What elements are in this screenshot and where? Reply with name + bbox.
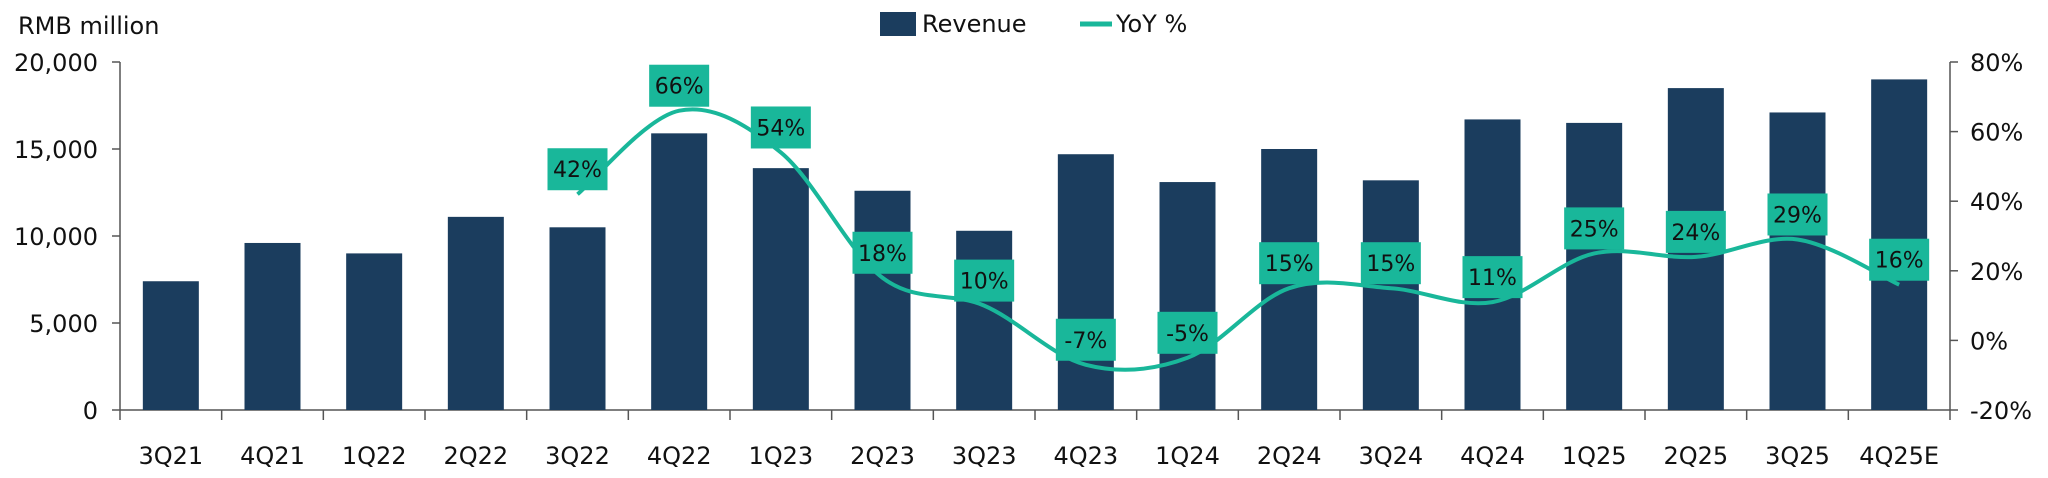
left-tick-label: 0: [83, 397, 98, 425]
yoy-data-label: 16%: [1875, 249, 1924, 274]
yoy-data-label: 10%: [960, 270, 1009, 295]
yoy-label-box: [852, 231, 913, 274]
yoy-label-box: [1767, 193, 1828, 236]
x-tick-label: 3Q25: [1765, 442, 1830, 470]
revenue-bar: [447, 216, 504, 410]
left-tick-label: 20,000: [14, 49, 98, 77]
x-tick-label: 4Q22: [647, 442, 712, 470]
yoy-data-label: 54%: [756, 116, 805, 141]
x-tick-label: 2Q25: [1663, 442, 1728, 470]
revenue-bar: [142, 281, 199, 410]
x-tick-label: 3Q23: [952, 442, 1017, 470]
revenue-bar: [752, 168, 809, 410]
x-tick-label: 4Q25E: [1859, 442, 1939, 470]
right-tick-label: 60%: [1970, 119, 2023, 147]
x-tick-label: 1Q22: [342, 442, 407, 470]
right-tick-label: -20%: [1970, 397, 2032, 425]
left-tick-label: 10,000: [14, 223, 98, 251]
right-tick-label: 20%: [1970, 258, 2023, 286]
legend: Revenue YoY %: [880, 10, 1187, 38]
x-tick-label: 4Q21: [240, 442, 305, 470]
yoy-data-label: 15%: [1366, 252, 1415, 277]
yoy-label-box: [1869, 238, 1930, 281]
x-tick-label: 2Q24: [1257, 442, 1322, 470]
yoy-line: [576, 107, 1900, 372]
yoy-label-box: [1055, 318, 1116, 361]
revenue-bar: [956, 230, 1013, 410]
x-tick-label: 3Q22: [545, 442, 610, 470]
yoy-data-label: -7%: [1064, 329, 1107, 354]
revenue-bar: [1769, 112, 1826, 411]
legend-revenue-swatch: [880, 12, 916, 36]
revenue-bar: [1566, 122, 1623, 411]
revenue-bar: [854, 190, 911, 410]
x-tick-label: 1Q24: [1155, 442, 1220, 470]
x-tick-label: 1Q25: [1562, 442, 1627, 470]
yoy-data-label: 18%: [858, 242, 907, 267]
yoy-label-box: [1564, 207, 1625, 250]
x-tick-label: 3Q24: [1358, 442, 1423, 470]
yoy-label-box: [547, 148, 608, 191]
x-tick-label: 2Q23: [850, 442, 915, 470]
revenue-bar: [1159, 182, 1216, 410]
revenue-bar: [1057, 154, 1114, 410]
revenue-bar: [244, 242, 301, 410]
right-tick-label: 0%: [1970, 327, 2008, 355]
yoy-label-box: [1157, 311, 1218, 354]
yoy-label-box: [954, 259, 1015, 302]
right-tick-label: 40%: [1970, 188, 2023, 216]
yoy-label-box: [649, 64, 710, 107]
y-axis-title: RMB million: [18, 12, 159, 40]
yoy-label-box: [1665, 210, 1726, 253]
yoy-data-label: 15%: [1265, 252, 1314, 277]
left-tick-label: 15,000: [14, 136, 98, 164]
x-tick-label: 1Q23: [748, 442, 813, 470]
right-tick-label: 80%: [1970, 49, 2023, 77]
revenue-bar: [549, 227, 606, 410]
yoy-data-label: -5%: [1166, 322, 1209, 347]
x-tick-label: 4Q24: [1460, 442, 1525, 470]
x-tick-label: 3Q21: [138, 442, 203, 470]
revenue-bar: [346, 253, 403, 410]
yoy-data-label: 11%: [1468, 266, 1517, 291]
yoy-data-label: 29%: [1773, 203, 1822, 228]
legend-revenue-label: Revenue: [922, 10, 1027, 38]
yoy-data-label: 66%: [655, 75, 704, 100]
revenue-bar: [1362, 180, 1419, 410]
x-tick-label: 4Q23: [1053, 442, 1118, 470]
yoy-label-box: [1259, 242, 1320, 285]
yoy-data-label: 42%: [553, 158, 602, 183]
yoy-data-label: 25%: [1570, 217, 1619, 242]
legend-yoy-label: YoY %: [1115, 10, 1187, 38]
yoy-label-box: [1462, 256, 1523, 299]
yoy-label-box: [750, 106, 811, 149]
left-tick-label: 5,000: [29, 310, 98, 338]
yoy-label-box: [1360, 242, 1421, 285]
x-tick-label: 2Q22: [443, 442, 508, 470]
yoy-data-label: 24%: [1671, 221, 1720, 246]
revenue-bar: [651, 133, 708, 410]
